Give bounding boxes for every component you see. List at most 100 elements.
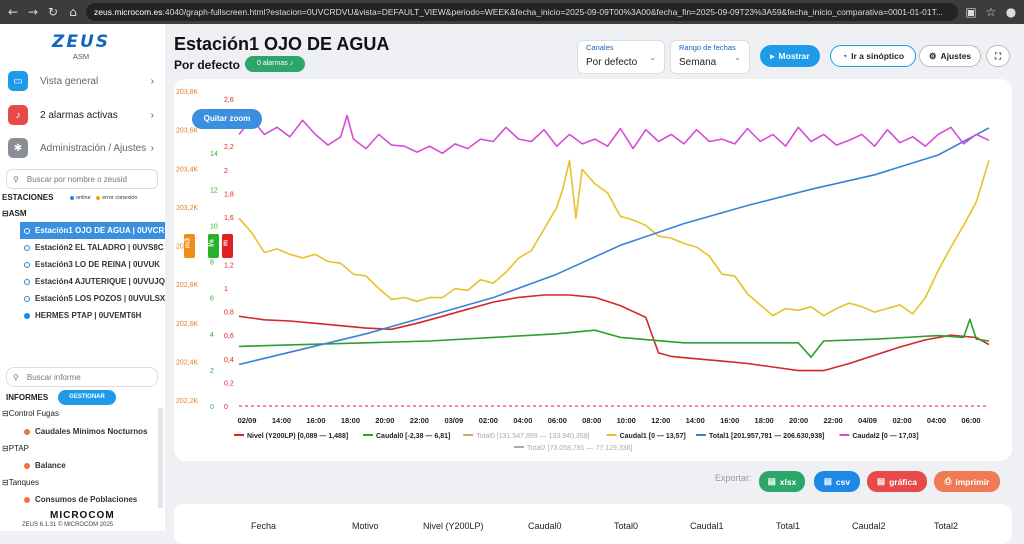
station-search[interactable]: ⚲ Buscar por nombre o zeusid (6, 169, 158, 189)
show-button[interactable]: ▸ Mostrar (760, 45, 820, 67)
channels-select[interactable]: Canales Por defecto ⌄ (577, 40, 665, 74)
export-chart-button[interactable]: ▤ gráfica (867, 471, 927, 492)
total-axis-tick: 203,2K (176, 205, 199, 212)
series-line (238, 294, 990, 372)
station-status-icon (24, 261, 30, 268)
main-area: Estación1 OJO DE AGUA Por defecto 0 alar… (165, 24, 1024, 544)
unit-tag (184, 234, 195, 258)
dashboard-icon: ◔ (841, 51, 848, 61)
caudal-axis-tick: 6 (210, 296, 214, 303)
legend-item: Caudal2 [0 — 17,03] (852, 433, 918, 440)
caudal-axis-tick: 8 (210, 260, 214, 267)
browser-toolbar: ← → ↻ ⌂ zeus.microcom.es:4040/graph-full… (0, 0, 1024, 24)
reports-scrollbar[interactable] (158, 408, 163, 508)
station-status-icon (24, 244, 30, 251)
connection-legend: online error conexión (70, 195, 137, 201)
alarms-badge[interactable]: 0 alarmas ♪ (245, 56, 306, 72)
unit-tag (208, 234, 219, 258)
report-item-3[interactable]: Consumos de Poblaciones (24, 495, 137, 504)
report-search[interactable]: ⚲ Buscar informe (6, 367, 158, 387)
legend-online: online (76, 195, 91, 201)
range-label: Rango de fechas (679, 43, 736, 52)
menu-administracion[interactable]: ✱ Administración / Ajustes › (8, 137, 158, 159)
export-csv-button[interactable]: ▤ csv (814, 471, 860, 492)
reset-zoom-button[interactable]: Quitar zoom (192, 109, 262, 129)
station-item-5[interactable]: Estación5 LOS POZOS | 0UVULSX (24, 294, 165, 303)
star-icon[interactable]: ☆ (985, 5, 997, 19)
file-icon: ▤ (823, 476, 832, 486)
page-title: Estación1 OJO DE AGUA (174, 34, 390, 54)
profile-icon[interactable]: ● (1005, 5, 1017, 19)
caudal-axis-tick: 12 (210, 187, 218, 194)
group-label: ASM (8, 209, 27, 218)
unit-label: l/s (209, 239, 216, 247)
date-range-select[interactable]: Rango de fechas Semana ⌄ (670, 40, 750, 74)
report-group-3[interactable]: ⊟Tanques (2, 478, 39, 487)
menu-vista-general[interactable]: ▭ Vista general › (8, 70, 158, 92)
export-xlsx-button[interactable]: ▤ xlsx (759, 471, 805, 492)
x-axis-tick: 14:00 (272, 416, 291, 425)
nivel-axis-tick: 1,2 (224, 262, 234, 269)
station-item-6[interactable]: HERMES PTAP | 0UVEMT6H (24, 311, 141, 320)
nivel-axis-tick: 0,4 (224, 357, 234, 364)
station-status-icon (24, 312, 30, 319)
chart-svg[interactable]: 203,8K203,6K203,4K203,2K203K202,8K202,6K… (174, 79, 1012, 461)
station-label: Estación2 EL TALADRO | 0UVS8C (35, 243, 164, 252)
station-label: Estación5 LOS POZOS | 0UVULSX (35, 294, 165, 303)
report-icon (24, 496, 30, 503)
nivel-axis-tick: 0 (224, 404, 228, 411)
total-axis-tick: 203,4K (176, 166, 199, 173)
station-item-1[interactable]: Estación1 OJO DE AGUA | 0UVCR (24, 226, 164, 235)
print-icon: ⎙ (944, 476, 952, 486)
station-selected-row[interactable] (20, 222, 165, 239)
synoptic-button[interactable]: ◔ Ir a sinóptico (830, 45, 916, 67)
table-header: Caudal0 (528, 521, 562, 531)
report-group-2[interactable]: ⊟PTAP (2, 444, 29, 453)
caudal-axis-tick: 14 (210, 151, 218, 158)
report-icon (24, 428, 30, 435)
x-axis-tick: 22:00 (410, 416, 429, 425)
x-axis-tick: 10:00 (617, 416, 636, 425)
address-bar[interactable]: zeus.microcom.es:4040/graph-fullscreen.h… (86, 3, 958, 21)
series-line (238, 318, 990, 358)
tree-minus-icon: ⊟ (2, 444, 9, 453)
total-axis-tick: 202,4K (176, 359, 199, 366)
x-axis-tick: 20:00 (375, 416, 394, 425)
station-item-3[interactable]: Estación3 LO DE REINA | 0UVUK (24, 260, 160, 269)
data-table: Fecha Motivo Nivel (Y200LP) Caudal0 Tota… (174, 504, 1012, 544)
menu-label: Administración / Ajustes (40, 142, 147, 154)
back-icon[interactable]: ← (7, 5, 19, 19)
table-header: Total0 (614, 521, 639, 531)
manage-reports-button[interactable]: GESTIONAR (58, 390, 116, 405)
range-value: Semana (679, 57, 717, 68)
nivel-axis-tick: 0,6 (224, 333, 234, 340)
file-icon: ▤ (877, 476, 886, 486)
synoptic-button-label: Ir a sinóptico (851, 51, 905, 61)
report-group-1[interactable]: ⊟Control Fugas (2, 409, 59, 418)
settings-button[interactable]: ⚙ Ajustes (919, 45, 981, 67)
online-dot-icon (70, 195, 74, 200)
station-group[interactable]: ⊟ASM (2, 209, 26, 218)
caudal-axis-tick: 2 (210, 368, 214, 375)
x-axis-tick: 20:00 (789, 416, 808, 425)
report-item-2[interactable]: Balance (24, 461, 66, 470)
report-label: Caudales Mínimos Nocturnos (35, 427, 148, 436)
zeus-logo[interactable]: ZEUS ASM (38, 32, 124, 61)
report-label: Balance (35, 461, 66, 470)
home-icon[interactable]: ⌂ (69, 5, 77, 19)
station-item-4[interactable]: Estación4 AJUTERIQUE | 0UVUJQ (24, 277, 165, 286)
extensions-icon[interactable]: ▣ (965, 5, 977, 19)
x-axis-tick: 06:00 (548, 416, 567, 425)
caudal-axis-tick: 0 (210, 404, 214, 411)
forward-icon[interactable]: → (27, 5, 39, 19)
report-label: Consumos de Poblaciones (35, 495, 138, 504)
gear-icon: ⚙ (928, 50, 937, 61)
report-item-1[interactable]: Caudales Mínimos Nocturnos (24, 427, 147, 436)
csv-label: csv (835, 476, 851, 487)
reload-icon[interactable]: ↻ (47, 5, 59, 19)
station-item-2[interactable]: Estación2 EL TALADRO | 0UVS8C (24, 243, 164, 252)
print-button[interactable]: ⎙ imprimir (934, 471, 1000, 492)
report-group-label: Tanques (8, 478, 39, 487)
menu-alarmas[interactable]: ♪ 2 alarmas activas › (8, 104, 158, 126)
fullscreen-button[interactable]: ⛶ (986, 45, 1010, 67)
